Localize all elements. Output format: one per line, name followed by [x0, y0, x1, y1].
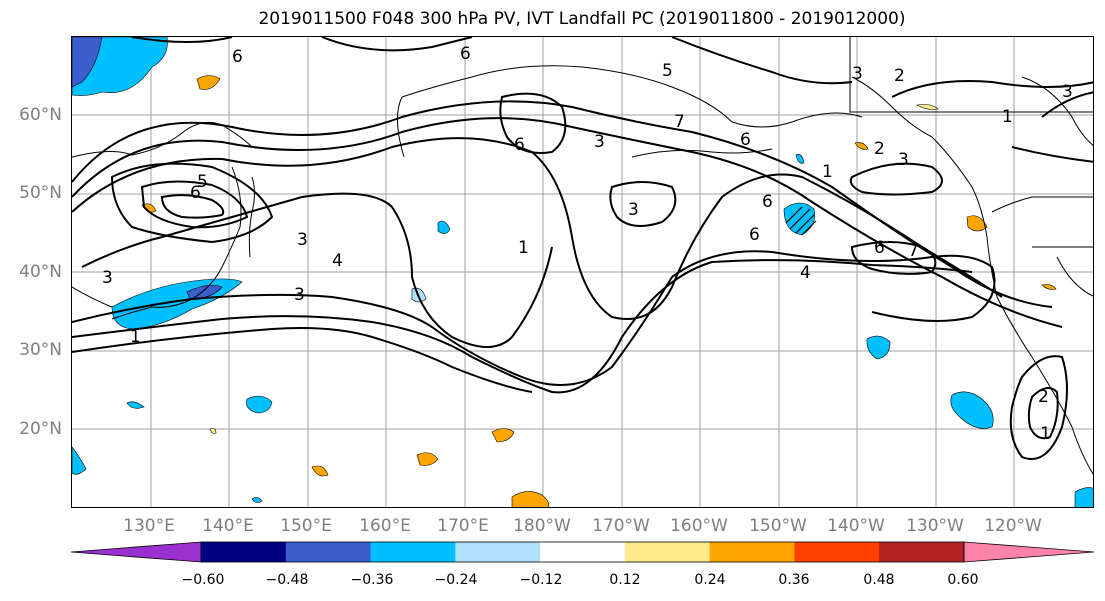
contour-label: 1	[1040, 424, 1051, 444]
lat-label-60n: 60°N	[19, 105, 62, 125]
contour-label: 4	[800, 263, 811, 283]
lon-label-140e: 140°E	[202, 516, 254, 536]
lon-label-180w: 180°W	[513, 516, 571, 536]
colorbar	[0, 540, 1105, 574]
contour-label: 6	[190, 183, 201, 203]
contour-label: 5	[197, 172, 208, 192]
contour-label: 4	[332, 251, 343, 271]
contour-label: 6	[874, 238, 885, 258]
colorbar-tick: −0.36	[350, 572, 394, 588]
contour-label: 6	[514, 135, 525, 155]
contour-label: 6	[762, 192, 773, 212]
contour-label: 6	[740, 130, 751, 150]
contour-label: 6	[232, 47, 243, 67]
contour-label: 1	[1002, 107, 1013, 127]
contour-label: 3	[1062, 82, 1073, 102]
colorbar-segment	[201, 542, 287, 562]
lon-label-130e: 130°E	[123, 516, 175, 536]
lon-label-130w: 130°W	[906, 516, 964, 536]
lat-label-20n: 20°N	[19, 419, 62, 439]
pv-contours	[72, 37, 1093, 460]
contour-label: 3	[852, 64, 863, 84]
colorbar-segments	[70, 541, 1095, 563]
contour-label: 6	[460, 44, 471, 64]
colorbar-tick: 0.24	[694, 572, 726, 588]
colorbar-tick: 0.48	[863, 572, 895, 588]
colorbar-tick: −0.48	[265, 572, 309, 588]
contour-label: 1	[518, 238, 529, 258]
colorbar-segment	[455, 542, 541, 562]
contour-label: 2	[874, 139, 885, 159]
colorbar-tick: −0.60	[181, 572, 225, 588]
graticule	[72, 37, 1093, 507]
colorbar-frame	[200, 541, 965, 563]
colorbar-segment	[709, 542, 795, 562]
colorbar-tick: −0.12	[519, 572, 563, 588]
plot-title: 2019011500 F048 300 hPa PV, IVT Landfall…	[258, 9, 906, 29]
lon-label-160e: 160°E	[359, 516, 411, 536]
contour-label: 3	[594, 132, 605, 152]
contour-labels: 6 6 3 2 1 3 6 5 6 3 4 3 6 3 7 6 3 2 3 1 …	[102, 44, 1073, 444]
contour-label: 3	[294, 285, 305, 305]
lon-label-140w: 140°W	[827, 516, 885, 536]
contour-label: 1	[130, 327, 141, 347]
colorbar-tick: 0.36	[778, 572, 810, 588]
contour-label: 5	[662, 61, 673, 81]
lon-label-120w: 120°W	[984, 516, 1042, 536]
colorbar-tick: 0.60	[947, 572, 979, 588]
lat-label-40n: 40°N	[19, 262, 62, 282]
contour-label: 3	[102, 268, 113, 288]
colorbar-segment	[370, 542, 456, 562]
colorbar-svg	[70, 541, 1095, 563]
coastlines	[72, 37, 1093, 475]
colorbar-segment	[794, 542, 880, 562]
lon-label-150e: 150°E	[280, 516, 332, 536]
lon-label-170w: 170°W	[592, 516, 650, 536]
hatch-region	[785, 206, 817, 236]
map-canvas: 6 6 3 2 1 3 6 5 6 3 4 3 6 3 7 6 3 2 3 1 …	[72, 37, 1093, 507]
contour-label: 3	[898, 150, 909, 170]
colorbar-extend-high	[963, 541, 1095, 563]
colorbar-segment	[624, 542, 711, 562]
colorbar-tick: −0.24	[434, 572, 478, 588]
lon-label-160w: 160°W	[670, 516, 728, 536]
contour-label: 6	[749, 225, 760, 245]
colorbar-tick: 0.12	[609, 572, 641, 588]
lat-label-30n: 30°N	[19, 340, 62, 360]
colorbar-extend-low	[70, 541, 202, 563]
colorbar-segment	[285, 542, 372, 562]
contour-label: 7	[674, 112, 685, 132]
contour-label: 2	[1038, 387, 1049, 407]
contour-label: 1	[822, 162, 833, 182]
colorbar-segment	[879, 542, 965, 562]
contour-label: 7	[908, 241, 919, 261]
map-panel: 6 6 3 2 1 3 6 5 6 3 4 3 6 3 7 6 3 2 3 1 …	[71, 36, 1094, 508]
lat-label-50n: 50°N	[19, 183, 62, 203]
colorbar-segment	[540, 542, 626, 562]
lon-label-170e: 170°E	[437, 516, 489, 536]
contour-label: 3	[628, 200, 639, 220]
contour-label: 3	[297, 230, 308, 250]
lon-label-150w: 150°W	[749, 516, 807, 536]
contour-label: 2	[894, 66, 905, 86]
